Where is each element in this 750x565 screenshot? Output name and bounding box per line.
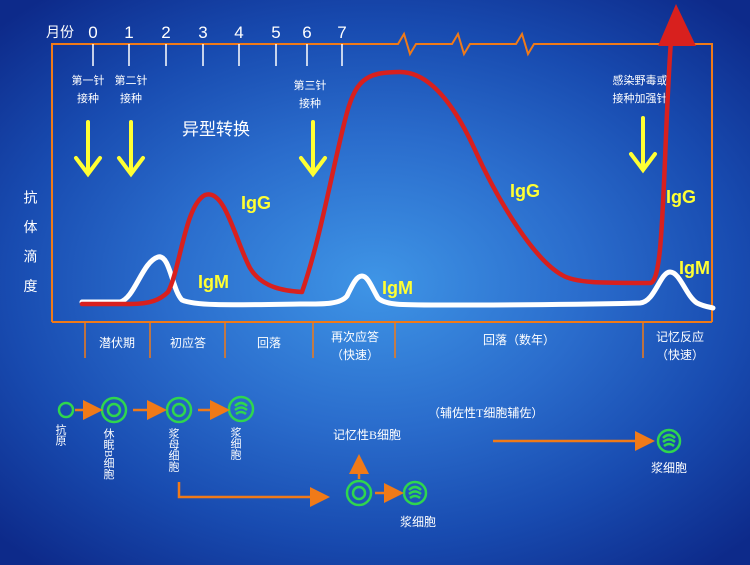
month-tick-1: 1 xyxy=(124,23,133,42)
igg-label-memory: IgG xyxy=(666,187,696,207)
plasma-label: 浆细胞 xyxy=(229,426,242,461)
antigen-cell-icon xyxy=(57,401,75,419)
month-axis-label: 月份 xyxy=(46,25,74,41)
first-dose-line1: 第一针 xyxy=(72,73,105,87)
down-arrow-icon xyxy=(74,120,102,178)
phase-secondary-line2: （快速） xyxy=(331,348,379,362)
t-help-label: （辅佐性T细胞辅佐） xyxy=(428,406,543,420)
month-tick-4: 4 xyxy=(234,23,243,42)
plasma-cell-2-icon xyxy=(402,480,428,506)
igm-label-memory: IgM xyxy=(679,258,710,278)
plasma-3-label: 浆细胞 xyxy=(651,460,687,475)
phase-labels: 潜伏期 初应答 回落 再次应答 （快速） 回落（数年） 记忆反应 （快速） xyxy=(99,329,704,362)
phase-secondary-line1: 再次应答 xyxy=(331,329,379,344)
plasma-cell-3-icon xyxy=(656,428,682,454)
class-switch-label: 异型转换 xyxy=(182,120,250,139)
memory-b-label: 记忆性B细胞 xyxy=(333,428,401,442)
booster-line1: 感染野毒或 xyxy=(613,73,668,87)
cell-diagram: 抗原 休眠B细胞 浆母细胞 浆细胞 记忆性B细胞 浆细胞 浆细胞 （辅佐性T细胞… xyxy=(54,395,687,529)
booster-line2: 接种加强针 xyxy=(613,91,668,105)
month-tick-labels: 0 1 2 3 4 5 6 7 xyxy=(88,23,346,42)
igm-label-secondary: IgM xyxy=(382,278,413,298)
plasmablast-cell-icon xyxy=(165,396,193,424)
vaccine-labels: 第一针 接种 第二针 接种 第三针 接种 感染野毒或 接种加强针 xyxy=(72,73,668,110)
third-dose-line1: 第三针 xyxy=(294,78,327,92)
third-dose-line2: 接种 xyxy=(299,96,321,110)
month-tick-7: 7 xyxy=(337,23,346,42)
plasma-cell-icon xyxy=(227,395,255,423)
igg-curve xyxy=(79,25,675,307)
plasmablast-label: 浆母细胞 xyxy=(167,427,180,473)
arrow-right-icon xyxy=(177,482,330,507)
month-tick-3: 3 xyxy=(198,23,207,42)
resting-b-cell-icon xyxy=(100,396,128,424)
phase-timeline xyxy=(84,322,644,358)
igg-label-secondary: IgG xyxy=(510,181,540,201)
phase-memory-line2: （快速） xyxy=(656,348,704,362)
resting-b-label: 休眠B细胞 xyxy=(102,428,115,480)
cell-labels: 抗原 休眠B细胞 浆母细胞 浆细胞 记忆性B细胞 浆细胞 浆细胞 （辅佐性T细胞… xyxy=(54,406,687,529)
plot-frame xyxy=(51,31,713,323)
differentiation-arrows xyxy=(75,400,655,507)
down-arrow-icon xyxy=(629,116,657,174)
phase-latent: 潜伏期 xyxy=(99,336,135,350)
second-dose-line2: 接种 xyxy=(120,91,142,105)
first-dose-line2: 接种 xyxy=(77,91,99,105)
down-arrow-icon xyxy=(117,120,145,178)
memory-b-cell-icon xyxy=(345,479,373,507)
dose-arrows xyxy=(74,116,657,178)
down-arrow-icon xyxy=(299,120,327,178)
y-axis-label: 抗 体 滴 度 xyxy=(22,190,38,299)
phase-primary: 初应答 xyxy=(170,335,206,350)
igm-label-primary: IgM xyxy=(198,272,229,292)
igg-label-primary: IgG xyxy=(241,193,271,213)
month-tick-2: 2 xyxy=(161,23,170,42)
booster-up-arrow-icon xyxy=(658,4,696,46)
antigen-label: 抗原 xyxy=(54,423,67,446)
month-ticks xyxy=(92,44,343,66)
month-tick-5: 5 xyxy=(271,23,280,42)
igm-curve xyxy=(79,254,716,311)
phase-decline: 回落 xyxy=(257,336,281,350)
second-dose-line1: 第二针 xyxy=(115,73,148,87)
phase-memory-line1: 记忆反应 xyxy=(656,329,704,344)
month-tick-0: 0 xyxy=(88,23,97,42)
plasma-2-label: 浆细胞 xyxy=(400,514,436,529)
phase-decline-years: 回落（数年） xyxy=(483,332,555,347)
month-tick-6: 6 xyxy=(302,23,311,42)
curve-labels: IgG IgM IgM IgG IgG IgM xyxy=(198,181,710,298)
